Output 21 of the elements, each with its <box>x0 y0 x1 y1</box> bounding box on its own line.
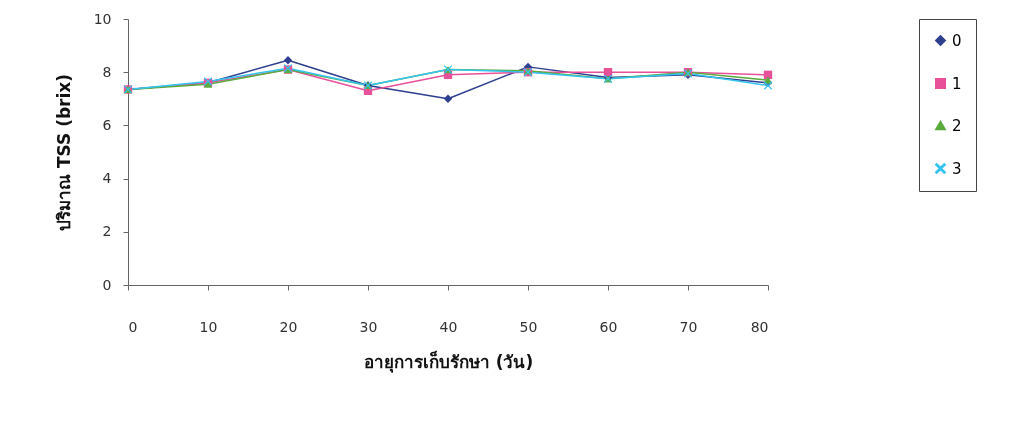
legend-label: 3 <box>952 159 962 178</box>
x-axis-title: อายุการเก็บรักษา (วัน) <box>363 349 534 373</box>
x-tick-label: 0 <box>128 318 138 335</box>
x-tick-label: 60 <box>599 318 618 335</box>
y-tick-label: 10 <box>93 10 112 27</box>
legend-label: 0 <box>952 31 962 50</box>
y-axis-title: ปริมาณ TSS (brix) <box>53 73 74 232</box>
x-tick-label: 30 <box>359 318 378 335</box>
legend-label: 2 <box>952 116 962 135</box>
y-tick-label: 0 <box>102 276 112 293</box>
x-tick-label: 80 <box>750 318 769 335</box>
y-tick-label: 8 <box>102 63 112 80</box>
legend-label: 1 <box>952 74 962 93</box>
x-tick-label: 70 <box>679 318 698 335</box>
x-tick-label: 50 <box>519 318 538 335</box>
y-tick-label: 2 <box>102 223 112 240</box>
x-tick-label: 20 <box>279 318 298 335</box>
x-tick-label: 10 <box>199 318 218 335</box>
x-tick-label: 40 <box>439 318 458 335</box>
y-tick-label: 6 <box>102 116 112 133</box>
y-tick-label: 4 <box>102 170 112 187</box>
